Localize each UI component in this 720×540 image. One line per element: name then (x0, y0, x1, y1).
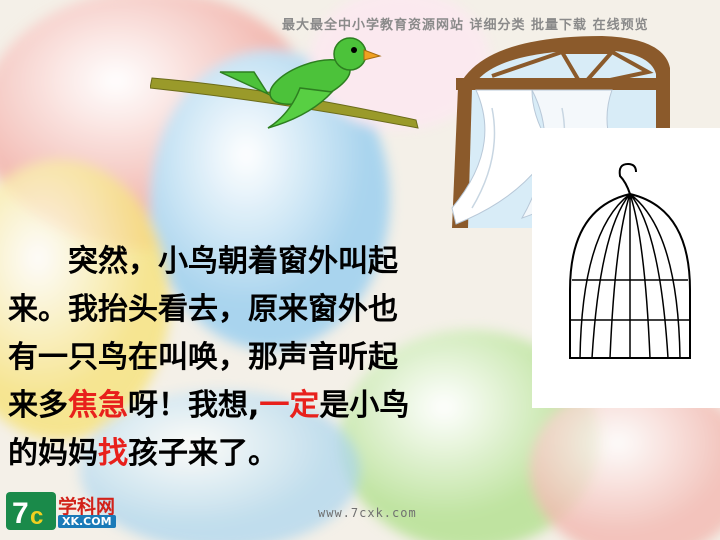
story-text: 的妈妈 (8, 436, 98, 471)
story-text: 是小鸟 (319, 388, 410, 423)
story-line: 有一只鸟在叫唤，那声音听起 (8, 334, 533, 382)
story-paragraph: 突然，小鸟朝着窗外叫起 来。我抬头看去，原来窗外也 有一只鸟在叫唤，那声音听起 来多焦… (8, 238, 533, 478)
story-line: 的妈妈找孩子来了。 (8, 430, 533, 478)
bird-on-branch-illustration (150, 37, 419, 129)
story-text: 来多 (8, 388, 68, 423)
highlighted-word: 焦急 (68, 388, 128, 423)
footer-url: www.7cxk.com (318, 506, 417, 520)
story-text: 来。我抬头看去，原来窗外也 (8, 292, 398, 327)
story-text: 孩子来了。 (128, 436, 278, 471)
highlighted-word: 一定 (259, 388, 320, 423)
highlighted-word: 找 (98, 436, 128, 471)
xk-logo-icon: 7 c (6, 492, 56, 530)
logo-subtitle: XK.COM (58, 515, 116, 528)
svg-text:c: c (30, 503, 43, 530)
story-line: 来多焦急呀！我想,一定是小鸟 (8, 382, 533, 430)
svg-text:7: 7 (12, 497, 29, 530)
site-banner: 最大最全中小学教育资源网站 详细分类 批量下载 在线预览 (282, 18, 649, 33)
story-text: 突然，小鸟朝着窗外叫起 (8, 244, 398, 279)
logo-title: 学科网 (58, 496, 116, 518)
story-line: 突然，小鸟朝着窗外叫起 (8, 238, 533, 286)
story-text: 有一只鸟在叫唤，那声音听起 (8, 340, 398, 375)
story-text: 呀！我想, (128, 388, 260, 423)
story-line: 来。我抬头看去，原来窗外也 (8, 286, 533, 334)
bird-cage-illustration (569, 162, 691, 359)
